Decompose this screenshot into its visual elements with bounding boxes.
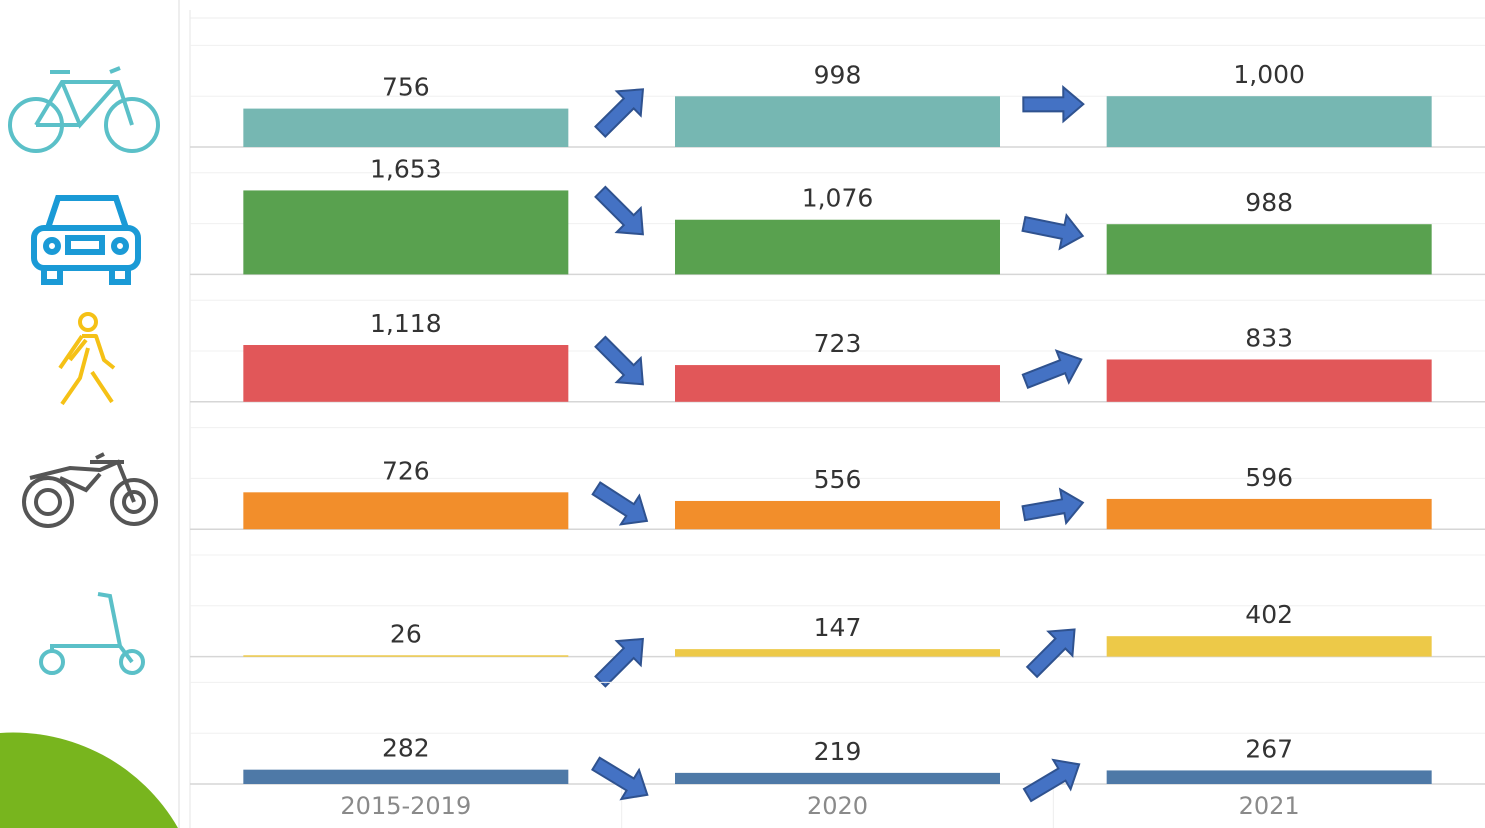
bar — [1106, 96, 1432, 147]
trend-arrow — [1025, 628, 1076, 679]
trend-arrow — [1021, 212, 1085, 251]
bar — [1106, 359, 1432, 402]
bar — [243, 769, 569, 784]
arrow-shape — [591, 756, 649, 801]
bar — [1106, 498, 1432, 530]
bicycle-icon — [8, 66, 160, 153]
motorcycle-icon — [22, 452, 158, 528]
bar — [675, 219, 1000, 275]
value-label: 282 — [382, 734, 430, 763]
x-tick-label: 2020 — [807, 792, 868, 820]
value-label: 402 — [1245, 600, 1293, 629]
value-label: 723 — [814, 329, 862, 358]
trend-arrow — [1022, 758, 1081, 803]
value-label: 726 — [382, 456, 430, 485]
bar — [675, 649, 1000, 657]
car-icon — [31, 195, 141, 285]
bar — [243, 345, 569, 402]
value-label: 998 — [814, 60, 862, 89]
trend-arrow — [594, 335, 644, 386]
trend-arrow — [1022, 85, 1085, 124]
scooter-icon — [39, 592, 145, 675]
arrow-shape — [594, 637, 644, 688]
x-tick-label: 2021 — [1239, 792, 1300, 820]
arrow-shape — [1025, 628, 1076, 679]
bar — [675, 500, 1000, 530]
arrow-shape — [594, 335, 644, 386]
arrow-shape — [1021, 212, 1085, 251]
value-label: 26 — [390, 619, 422, 648]
trend-arrow — [1021, 349, 1083, 389]
bar — [243, 492, 569, 530]
value-label: 556 — [814, 465, 862, 494]
arrow-shape — [1022, 85, 1085, 124]
arrow-shape — [1021, 349, 1083, 389]
value-label: 147 — [814, 613, 862, 642]
bar — [1106, 770, 1432, 784]
value-label: 596 — [1245, 463, 1293, 492]
arrow-shape — [594, 185, 644, 236]
pedestrian-icon — [58, 312, 116, 406]
value-label: 1,076 — [802, 184, 874, 213]
trend-arrow — [594, 185, 644, 236]
value-label: 988 — [1245, 188, 1293, 217]
bar — [1106, 636, 1432, 657]
value-label: 1,118 — [370, 309, 442, 338]
value-label: 833 — [1245, 323, 1293, 352]
trend-arrow — [594, 637, 644, 688]
bar — [675, 772, 1000, 784]
value-label: 756 — [382, 73, 430, 102]
arrow-shape — [1021, 487, 1085, 526]
bar — [243, 190, 569, 275]
value-label: 1,000 — [1233, 60, 1305, 89]
value-label: 267 — [1245, 734, 1293, 763]
trend-arrow — [594, 88, 645, 138]
trend-arrow — [591, 756, 649, 801]
trend-arrow — [1021, 487, 1085, 526]
arrow-shape — [591, 481, 649, 526]
trend-arrow — [591, 481, 649, 526]
bar — [243, 655, 569, 657]
arrow-shape — [1022, 758, 1081, 803]
bar — [243, 108, 569, 147]
x-tick-label: 2015-2019 — [340, 792, 471, 820]
bar — [675, 96, 1000, 147]
bar — [675, 365, 1000, 402]
value-label: 219 — [814, 737, 862, 766]
arrow-shape — [594, 88, 645, 138]
bar — [1106, 224, 1432, 275]
value-label: 1,653 — [370, 154, 442, 183]
corner-shape — [0, 732, 178, 828]
